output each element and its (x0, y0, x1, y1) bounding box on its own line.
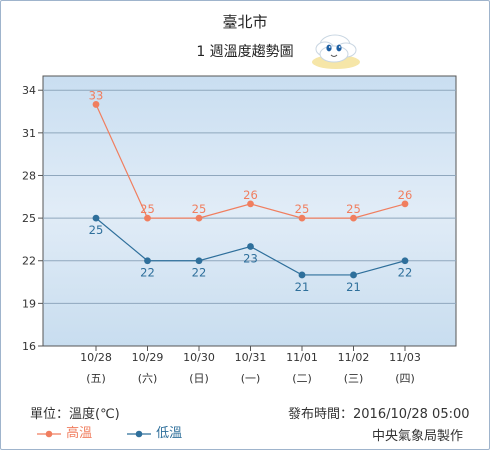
x-weekday-label: (二) (292, 372, 312, 385)
data-label-high: 25 (346, 202, 361, 216)
data-label-low: 22 (398, 266, 413, 280)
data-point-low (247, 243, 254, 250)
data-label-low: 22 (140, 266, 155, 280)
x-axis-ticks: 10/28 (五) 10/29 (六) 10/30 (日) 10/31 (一) 11/01 (二)… (80, 346, 421, 385)
data-point-high (401, 200, 409, 208)
producer-credit: 中央氣象局製作 (372, 429, 464, 444)
plot-area (42, 75, 457, 347)
data-label-low: 25 (89, 223, 104, 237)
data-label-high: 25 (295, 202, 310, 216)
x-tick-label: 10/31 (235, 351, 267, 364)
data-label-low: 23 (243, 252, 258, 266)
gridlines (43, 89, 456, 304)
data-label-low: 21 (346, 280, 361, 294)
y-tick-label: 16 (22, 340, 36, 353)
x-weekday-label: (五) (86, 372, 106, 385)
x-tick-label: 11/03 (389, 351, 421, 364)
unit-label: 單位：溫度(℃) (30, 407, 120, 422)
data-point-low (92, 214, 100, 222)
data-point-low (350, 271, 357, 279)
data-point-high (247, 200, 254, 208)
legend-label-high: 高溫 (66, 426, 93, 441)
y-tick-label: 31 (22, 127, 36, 140)
series-layer (92, 101, 409, 279)
legend-label-low: 低溫 (156, 426, 183, 441)
data-labels: 33 25 25 26 25 25 26 25 22 22 23 21 21 22 (89, 88, 413, 294)
x-weekday-label: (四) (395, 372, 415, 385)
data-point-high (144, 214, 151, 222)
x-weekday-label: (日) (189, 372, 209, 385)
weather-mascot-icon (312, 34, 360, 69)
chart-subtitle: 1 週溫度趨勢圖 (196, 44, 294, 60)
legend-item-high: 高溫 (36, 422, 92, 441)
data-point-high (92, 101, 100, 108)
data-point-high (298, 214, 306, 222)
legend-swatch-low (127, 430, 151, 437)
legend-item-low: 低溫 (126, 422, 182, 441)
data-label-high: 25 (140, 202, 155, 216)
legend-swatch-high (37, 430, 61, 437)
data-point-high (195, 214, 203, 222)
data-label-high: 26 (243, 188, 258, 202)
y-tick-label: 25 (22, 212, 36, 225)
x-tick-label: 10/30 (183, 351, 215, 364)
x-weekday-label: (三) (344, 372, 364, 385)
data-point-low (298, 271, 306, 279)
data-point-low (195, 257, 203, 265)
y-tick-label: 34 (22, 84, 36, 97)
x-tick-label: 11/01 (286, 351, 318, 364)
y-tick-label: 28 (22, 169, 36, 182)
x-tick-label: 10/29 (132, 351, 164, 364)
x-weekday-label: (一) (241, 372, 261, 385)
data-point-low (401, 257, 409, 265)
x-tick-label: 11/02 (338, 351, 370, 364)
data-label-low: 21 (295, 280, 310, 294)
data-label-high: 26 (398, 188, 413, 202)
y-tick-label: 22 (22, 255, 36, 268)
data-label-low: 22 (192, 266, 207, 280)
y-tick-label: 19 (22, 297, 36, 310)
chart-title: 臺北市 (222, 13, 268, 31)
data-label-high: 33 (89, 88, 104, 102)
y-axis-ticks: 16 19 22 25 28 31 34 (22, 84, 43, 353)
data-label-high: 25 (192, 202, 207, 216)
data-point-low (144, 257, 151, 265)
issued-time: 發布時間：2016/10/28 05:00 (288, 407, 470, 422)
x-tick-label: 10/28 (80, 351, 112, 364)
x-weekday-label: (六) (138, 372, 158, 385)
data-point-high (350, 214, 357, 222)
